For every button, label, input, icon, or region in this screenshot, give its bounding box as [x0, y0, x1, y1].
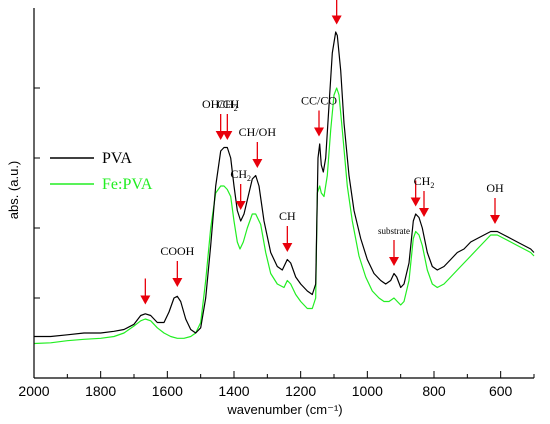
x-tick-label: 1000 — [352, 383, 383, 399]
legend-label-fepva: Fe:PVA — [102, 176, 153, 193]
annotation-text: CH — [230, 167, 247, 181]
annotation-arrow-head — [410, 197, 421, 207]
annotation-text: OH — [486, 181, 504, 195]
y-axis-title: abs. (a.u.) — [6, 161, 21, 220]
legend-label-pva: PVA — [102, 150, 132, 167]
annotation-arrow-head — [490, 215, 500, 224]
series-line-pva — [34, 31, 535, 338]
annotation-arrow-head — [419, 208, 429, 217]
x-tick-label: 800 — [422, 383, 446, 399]
annotation-text: COOH — [160, 244, 194, 258]
annotation-arrow-head — [140, 295, 151, 305]
legend: PVA Fe:PVA — [50, 150, 153, 193]
annotation-label: CH2 — [230, 167, 251, 183]
x-tick-label: 600 — [489, 383, 513, 399]
annotation-arrow-head — [314, 127, 324, 137]
annotation-subscript: 2 — [234, 104, 238, 113]
annotation-arrow-head — [389, 257, 399, 266]
annotation-label: CC/CO — [301, 94, 337, 108]
annotation-arrow-head — [215, 131, 226, 140]
annotation-label: CH/OH — [239, 125, 277, 139]
annotation-text: CH — [279, 209, 296, 223]
plot-area — [34, 8, 534, 378]
annotation-label: substrate — [378, 226, 410, 236]
annotation-label: OH — [486, 181, 504, 195]
x-tick-label: 2000 — [18, 383, 49, 399]
x-tick-label: 1800 — [85, 383, 116, 399]
annotation-arrow-head — [222, 131, 233, 140]
annotation-arrow-head — [331, 15, 342, 25]
annotation-text: CH/OH — [239, 125, 277, 139]
x-tick-label: 1200 — [285, 383, 316, 399]
annotation-label: OH/CH — [202, 97, 240, 111]
annotation-arrow-head — [252, 159, 263, 168]
annotation-text: CC/CO — [301, 94, 337, 108]
annotation-label: COOH — [160, 244, 194, 258]
annotation-text: CH — [414, 174, 431, 188]
annotation-label: CH — [279, 209, 296, 223]
annotation-text: OH/CH — [202, 97, 240, 111]
x-tick-label: 1600 — [152, 383, 183, 399]
annotation-label: CH2 — [414, 174, 435, 190]
annotation-arrow-head — [282, 243, 293, 252]
annotation-text: CH — [217, 97, 234, 111]
x-tick-label: 1400 — [218, 383, 249, 399]
annotation-label: CH2 — [217, 97, 238, 113]
annotation-arrow-head — [235, 201, 246, 210]
annotation-subscript: 2 — [430, 181, 434, 190]
annotation-text: substrate — [378, 226, 410, 236]
annotation-subscript: 2 — [247, 174, 251, 183]
x-axis-title: wavenumber (cm⁻¹) — [226, 402, 342, 417]
annotation-arrow-head — [172, 278, 183, 287]
